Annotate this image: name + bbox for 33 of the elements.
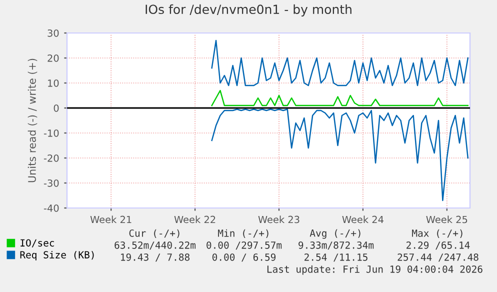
y-tick-label: -30 — [44, 179, 59, 187]
text: Last update: Fri Jun 19 04:00:04 2026 — [267, 265, 482, 275]
y-tick-label: 30 — [48, 29, 59, 37]
text: 2.54 /11.15 — [304, 253, 368, 262]
y-tick-label: -20 — [44, 154, 59, 162]
chart-title: IOs for /dev/nvme0n1 - by month — [146, 4, 352, 16]
legend-label: IO/sec — [20, 239, 54, 248]
y-axis-title: Units read (-) / write (+) — [28, 58, 38, 182]
text: 2.29 /65.14 — [406, 241, 470, 250]
x-tick-label: Week 24 — [342, 216, 384, 224]
y-tick-label: 10 — [48, 79, 59, 87]
legend-label: Req Size (KB) — [20, 250, 94, 260]
text: Max (-/+) — [412, 229, 462, 238]
text: Cur (-/+) — [129, 229, 180, 238]
line-series — [211, 90, 469, 106]
x-tick-label: Week 25 — [426, 216, 468, 224]
x-tick-label: Week 22 — [174, 216, 216, 224]
text: Avg (-/+) — [310, 229, 360, 239]
y-tick-label: 20 — [48, 54, 59, 62]
line-series — [211, 108, 469, 202]
text: 63.52m/440.22m — [114, 241, 196, 250]
text: 0.00 / 6.59 — [212, 253, 276, 262]
y-tick-label: -10 — [44, 129, 59, 137]
text: 0.00 /297.57m — [206, 241, 282, 250]
x-tick-label: Week 23 — [258, 216, 300, 224]
y-tick-label: -40 — [44, 204, 59, 212]
text: 9.33m/872.34m — [298, 241, 374, 250]
y-tick-label: 0 — [54, 104, 59, 112]
text: 19.43 / 7.88 — [121, 253, 190, 262]
text: Min (-/+) — [218, 229, 268, 238]
text: 257.44 /247.48 — [398, 253, 478, 262]
line-series — [211, 40, 469, 86]
x-tick-label: Week 21 — [90, 216, 132, 224]
